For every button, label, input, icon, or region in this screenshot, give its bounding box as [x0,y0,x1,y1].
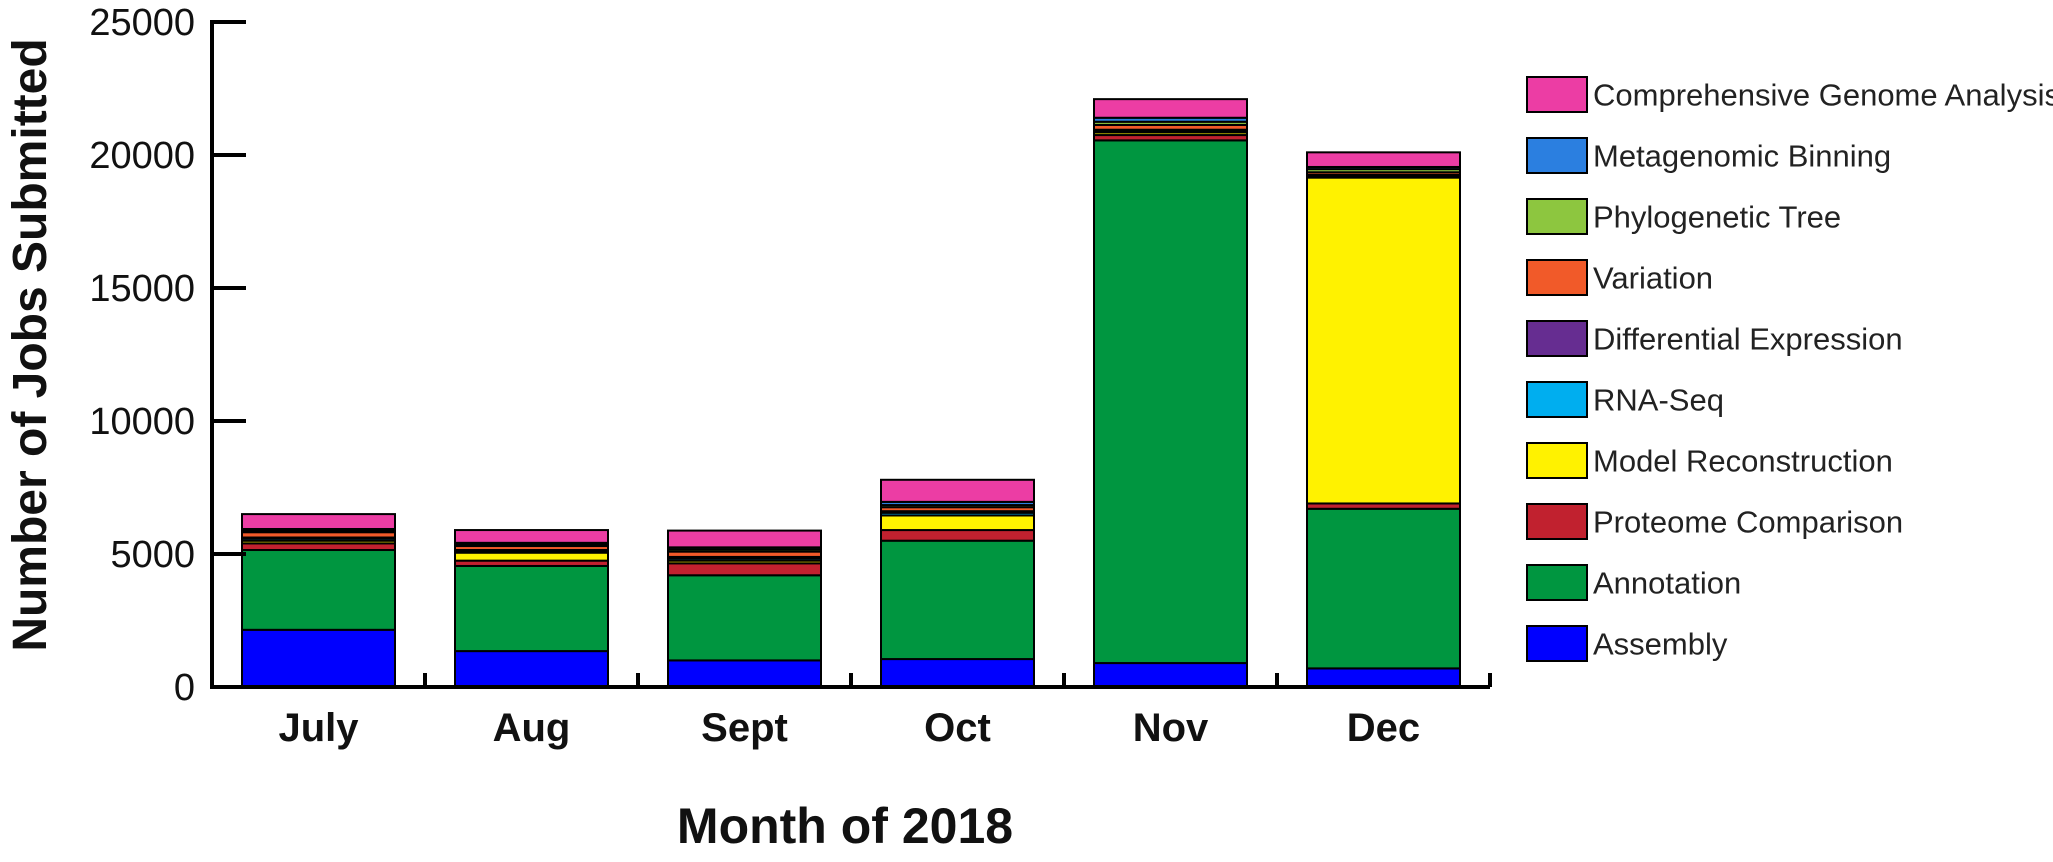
legend-swatch [1526,137,1588,174]
bar-segment-aug-annotation [454,564,609,653]
legend-swatch [1526,564,1588,601]
bar-segment-oct-assembly [880,658,1035,689]
legend-swatch [1526,503,1588,540]
bar-segment-sept-comprehensive-genome-analysis [667,529,822,549]
legend-item-proteome-comparison: Proteome Comparison [1526,503,1903,540]
bar-segment-dec-model-reconstruction [1306,176,1461,505]
legend-swatch [1526,259,1588,296]
x-tick-label-aug: Aug [493,706,571,750]
axes-layer [210,20,1490,689]
y-tick-label: 15000 [89,268,195,310]
legend-label: Phylogenetic Tree [1593,200,1841,235]
legend-item-phylogenetic-tree: Phylogenetic Tree [1526,198,1841,235]
x-tick-label-sept: Sept [701,706,788,750]
bar-segment-sept-proteome-comparison [667,562,822,577]
x-tick-label-july: July [278,706,359,750]
legend-label: Model Reconstruction [1593,444,1893,479]
legend-label: RNA-Seq [1593,383,1724,418]
y-axis-label: Number of Jobs Submitted [4,38,57,651]
legend-label: Proteome Comparison [1593,505,1903,540]
legend-item-variation: Variation [1526,259,1713,296]
x-ticks: July Aug Sept Oct Nov Dec [278,673,1492,750]
legend-item-comprehensive-genome-analysis: Comprehensive Genome Analysis [1526,76,2053,113]
bar-segment-oct-proteome-comparison [880,529,1035,542]
legend-item-annotation: Annotation [1526,564,1741,601]
bar-segment-nov-assembly [1093,662,1248,688]
y-ticks: 0 5000 10000 15000 20000 25000 [89,2,246,709]
bar-segment-dec-assembly [1306,667,1461,689]
legend-item-rna-seq: RNA-Seq [1526,381,1724,418]
y-tick-label: 25000 [89,2,195,44]
bar-segment-july-comprehensive-genome-analysis [241,513,396,530]
bar-segment-july-assembly [241,628,396,688]
y-tick-label: 20000 [89,135,195,177]
bar-segment-nov-comprehensive-genome-analysis [1093,98,1248,119]
legend-swatch [1526,320,1588,357]
legend-label: Assembly [1593,627,1728,662]
legend-label: Differential Expression [1593,322,1903,357]
bar-segment-july-annotation [241,549,396,631]
y-tick-label: 10000 [89,401,195,443]
legend-item-assembly: Assembly [1526,625,1728,662]
bar-segment-sept-assembly [667,659,822,689]
bar-segment-oct-model-reconstruction [880,514,1035,532]
legend-swatch [1526,198,1588,235]
bar-segment-dec-annotation [1306,507,1461,670]
y-tick-label: 0 [174,667,195,709]
bar-segment-nov-annotation [1093,139,1248,665]
x-tick-label-oct: Oct [924,706,991,750]
bar-segment-dec-comprehensive-genome-analysis [1306,151,1461,168]
x-axis-label: Month of 2018 [677,798,1013,854]
bar-segment-sept-annotation [667,574,822,662]
legend-item-differential-expression: Differential Expression [1526,320,1903,357]
y-tick-label: 5000 [110,534,195,576]
bar-segment-oct-annotation [880,539,1035,661]
legend-item-metagenomic-binning: Metagenomic Binning [1526,137,1891,174]
legend-item-model-reconstruction: Model Reconstruction [1526,442,1893,479]
x-tick-label-dec: Dec [1347,706,1420,750]
legend-swatch [1526,625,1588,662]
legend-label: Metagenomic Binning [1593,139,1891,174]
bar-segment-aug-assembly [454,650,609,689]
bar-segment-oct-comprehensive-genome-analysis [880,478,1035,503]
bar-segment-aug-model-reconstruction [454,551,609,562]
legend-label: Variation [1593,261,1713,296]
legend-swatch [1526,442,1588,479]
x-tick-label-nov: Nov [1133,706,1209,750]
legend-label: Annotation [1593,566,1741,601]
bar-segment-aug-comprehensive-genome-analysis [454,529,609,544]
legend-swatch [1526,76,1588,113]
bars-layer [241,98,1461,689]
legend: Comprehensive Genome Analysis Metagenomic… [1526,76,2053,662]
legend-label: Comprehensive Genome Analysis [1593,78,2053,113]
legend-swatch [1526,381,1588,418]
